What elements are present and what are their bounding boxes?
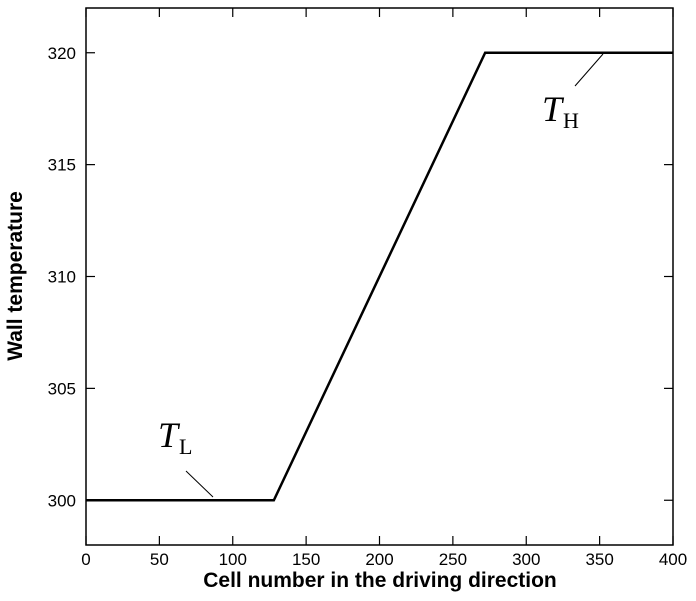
annotation-subscript: L [179,434,192,459]
annotation-leader [185,470,214,498]
annotation-symbol: T [158,415,181,455]
annotation-leader [574,53,604,87]
y-tick-label: 310 [48,268,76,287]
y-tick-label: 305 [48,379,76,398]
x-tick-label: 250 [439,550,467,569]
y-tick-label: 315 [48,156,76,175]
y-axis-title: Wall temperature [4,191,27,361]
x-tick-label: 300 [512,550,540,569]
annotation: TH [542,89,579,133]
annotation-symbol: T [542,89,565,129]
x-tick-label: 350 [585,550,613,569]
x-tick-label: 200 [365,550,393,569]
x-tick-label: 150 [292,550,320,569]
annotation-subscript: H [563,108,579,133]
x-tick-label: 0 [81,550,90,569]
data-line [86,51,673,502]
y-tick-label: 320 [48,44,76,63]
x-tick-label: 100 [219,550,247,569]
x-axis-title: Cell number in the driving direction [203,569,557,592]
y-tick-label: 300 [48,491,76,510]
x-tick-label: 50 [150,550,169,569]
annotation: TL [158,415,192,459]
x-tick-label: 400 [659,550,687,569]
